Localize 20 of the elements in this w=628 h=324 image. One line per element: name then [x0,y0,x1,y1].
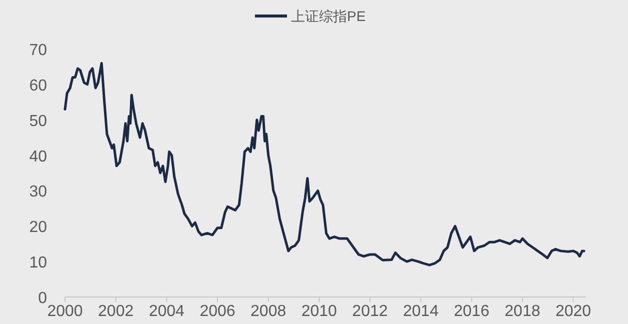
y-tick-label: 40 [29,148,48,166]
x-tick-label: 2008 [250,303,286,320]
y-tick-label: 20 [29,219,48,236]
x-tick-label: 2006 [200,303,236,320]
x-tick-label: 2000 [47,303,83,320]
y-tick-label: 50 [29,112,48,130]
x-tick-label: 2004 [148,303,185,320]
y-tick-label: 10 [29,254,48,272]
legend-label: 上证综指PE [291,8,366,24]
x-tick-label: 2018 [504,303,540,320]
x-tick-label: 2020 [555,303,592,320]
x-tick-label: 2002 [98,303,134,320]
y-tick-label: 30 [29,184,48,201]
x-tick-label: 2012 [352,303,388,320]
y-tick-label: 0 [38,290,48,307]
x-tick-label: 2014 [403,303,439,320]
y-tick-label: 60 [29,77,48,94]
x-tick-label: 2010 [301,303,338,320]
x-tick-label: 2016 [454,303,490,320]
y-tick-label: 70 [29,42,48,59]
